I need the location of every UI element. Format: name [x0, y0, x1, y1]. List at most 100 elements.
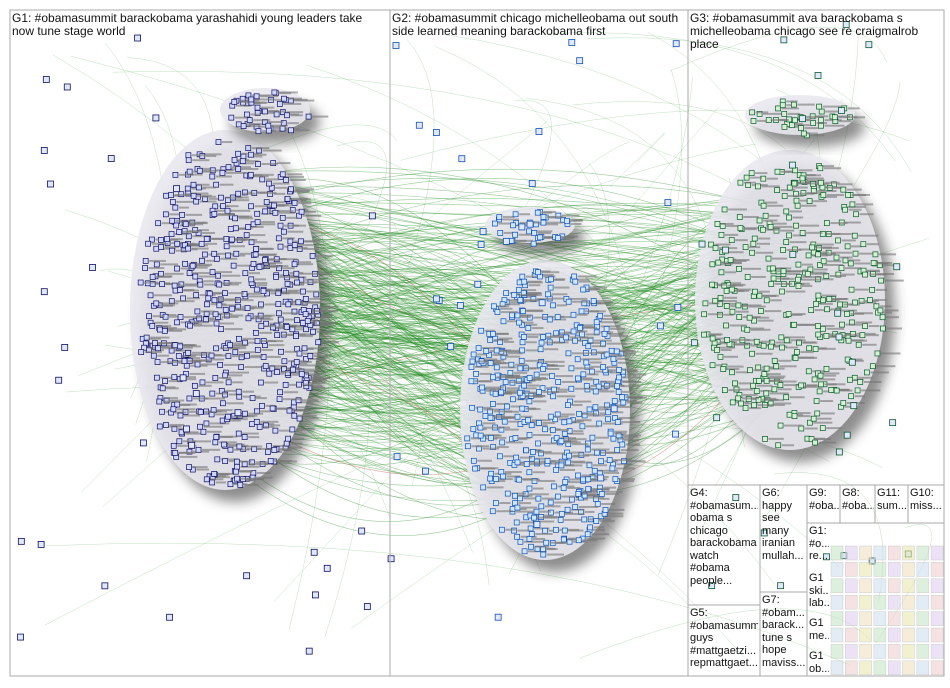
node-label	[233, 344, 249, 347]
node-label	[268, 258, 280, 261]
node	[723, 322, 729, 329]
node-label	[775, 341, 792, 344]
node-label	[284, 175, 304, 178]
node-label	[515, 510, 535, 513]
node	[300, 320, 306, 326]
node	[258, 323, 265, 330]
node	[817, 372, 824, 379]
node	[270, 324, 276, 331]
node-label	[758, 290, 770, 293]
node-label	[163, 397, 178, 400]
node-label	[599, 380, 619, 383]
node-label	[866, 243, 879, 246]
group-label: G6: happy see many iranian mullah...	[762, 487, 806, 591]
node-label	[201, 363, 222, 366]
node-label	[554, 501, 572, 504]
edge	[379, 38, 435, 347]
node-label	[851, 335, 866, 338]
node-label	[802, 341, 818, 344]
node	[715, 259, 722, 266]
node-label	[823, 336, 840, 339]
node-label	[773, 222, 787, 225]
node-label	[556, 304, 567, 307]
node	[570, 328, 577, 335]
node	[276, 396, 283, 403]
node	[789, 250, 797, 258]
node-label	[164, 246, 179, 249]
node	[304, 318, 311, 324]
node-label	[726, 224, 739, 227]
node	[197, 281, 204, 288]
node-label	[792, 313, 806, 316]
node	[172, 204, 179, 211]
node-label	[248, 463, 268, 466]
label-line: chicago	[690, 524, 728, 537]
node-label	[226, 419, 241, 422]
node	[235, 430, 242, 437]
node-label	[175, 300, 195, 303]
node	[819, 231, 826, 237]
node	[211, 250, 218, 257]
node-label	[744, 402, 758, 405]
node-label	[305, 370, 319, 373]
node	[177, 314, 184, 320]
node	[558, 511, 565, 517]
node	[262, 208, 269, 215]
node-label	[852, 339, 867, 342]
node-label	[808, 271, 827, 274]
node	[581, 516, 588, 523]
node-label	[735, 239, 748, 242]
node	[291, 200, 298, 206]
node	[808, 436, 815, 442]
node	[823, 333, 830, 339]
node-label	[546, 367, 560, 370]
node	[513, 454, 520, 461]
node-label	[551, 459, 565, 462]
node-label	[780, 170, 792, 173]
node	[271, 89, 278, 96]
node-label	[148, 267, 165, 270]
node	[785, 311, 792, 317]
node	[528, 422, 535, 429]
node	[163, 192, 170, 199]
node	[294, 279, 300, 286]
group-label: G1: #obamasummit barackobama yarashahidi…	[12, 12, 382, 52]
node-label	[767, 204, 784, 207]
node-label	[475, 406, 492, 409]
node	[747, 367, 753, 374]
node	[842, 257, 849, 264]
node-label	[873, 298, 887, 301]
node	[565, 350, 572, 357]
node	[262, 257, 268, 263]
node-label	[851, 358, 863, 361]
node-label	[556, 395, 576, 398]
node	[791, 117, 798, 124]
node	[744, 342, 750, 349]
node-label	[819, 347, 836, 350]
node	[555, 379, 562, 385]
node	[744, 274, 751, 280]
node	[254, 104, 261, 111]
node	[254, 219, 261, 225]
node	[194, 308, 201, 315]
node	[554, 314, 561, 320]
node-label	[807, 132, 818, 135]
node	[580, 371, 587, 378]
node-label	[616, 405, 632, 408]
node-label	[763, 219, 778, 222]
node-label	[546, 548, 558, 551]
node-label	[525, 407, 536, 410]
node	[214, 456, 221, 463]
node	[547, 413, 554, 420]
edge	[46, 542, 850, 665]
node	[576, 411, 582, 417]
node-label	[535, 532, 553, 535]
node-label	[511, 492, 526, 495]
small-group-cell	[902, 545, 915, 561]
node-label	[846, 188, 862, 191]
node	[203, 420, 210, 427]
node-label	[315, 315, 330, 318]
node-label	[533, 377, 547, 380]
node-label	[571, 352, 589, 355]
node	[708, 582, 716, 589]
